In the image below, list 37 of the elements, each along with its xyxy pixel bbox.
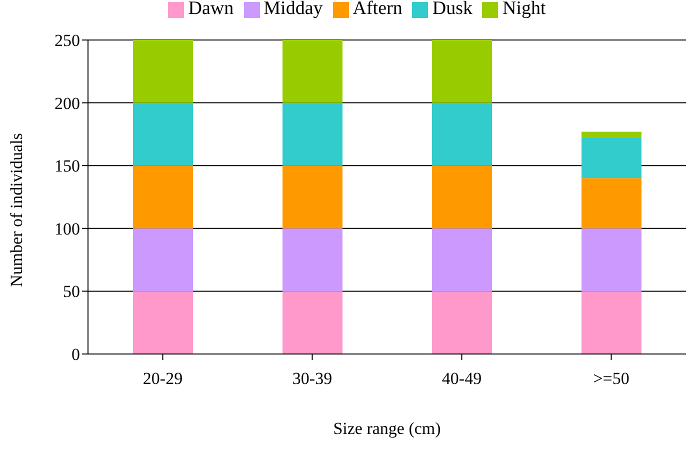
legend-label: Dawn: [188, 0, 234, 19]
x-tick-label: 20-29: [142, 369, 183, 388]
bar: [282, 228, 342, 292]
legend-label: Night: [502, 0, 546, 19]
legend-label: Dusk: [432, 0, 472, 19]
x-axis-title: Size range (cm): [333, 419, 441, 438]
bar: [582, 132, 642, 138]
y-tick-label: 100: [54, 219, 80, 238]
bar: [582, 291, 642, 354]
bar: [133, 102, 193, 166]
bar: [133, 166, 193, 228]
y-tick-label: 150: [54, 156, 80, 176]
bar: [282, 40, 342, 103]
x-tick-label: 40-49: [442, 369, 482, 388]
bar: [432, 102, 492, 166]
bar: [582, 178, 642, 228]
y-tick-label: 0: [72, 345, 80, 364]
bar: [133, 40, 193, 103]
bar: [432, 166, 492, 228]
y-tick-label: 250: [54, 31, 80, 50]
bar: [282, 291, 342, 354]
bar: [432, 40, 492, 103]
y-tick-label: 200: [54, 94, 80, 113]
bar: [432, 291, 492, 354]
bar: [582, 138, 642, 178]
y-tick-label: 50: [63, 282, 80, 302]
bar: [282, 102, 342, 166]
legend-label: Midday: [264, 0, 323, 19]
x-tick-label: 30-39: [292, 369, 332, 388]
x-tick-label: >=50: [593, 369, 630, 388]
bar: [133, 291, 193, 354]
bar: [432, 228, 492, 292]
bar: [133, 228, 193, 292]
legend-label: Aftern: [352, 0, 402, 19]
bar: [582, 228, 642, 292]
bar: [282, 166, 342, 228]
y-axis-title: Number of individuals: [7, 133, 26, 287]
